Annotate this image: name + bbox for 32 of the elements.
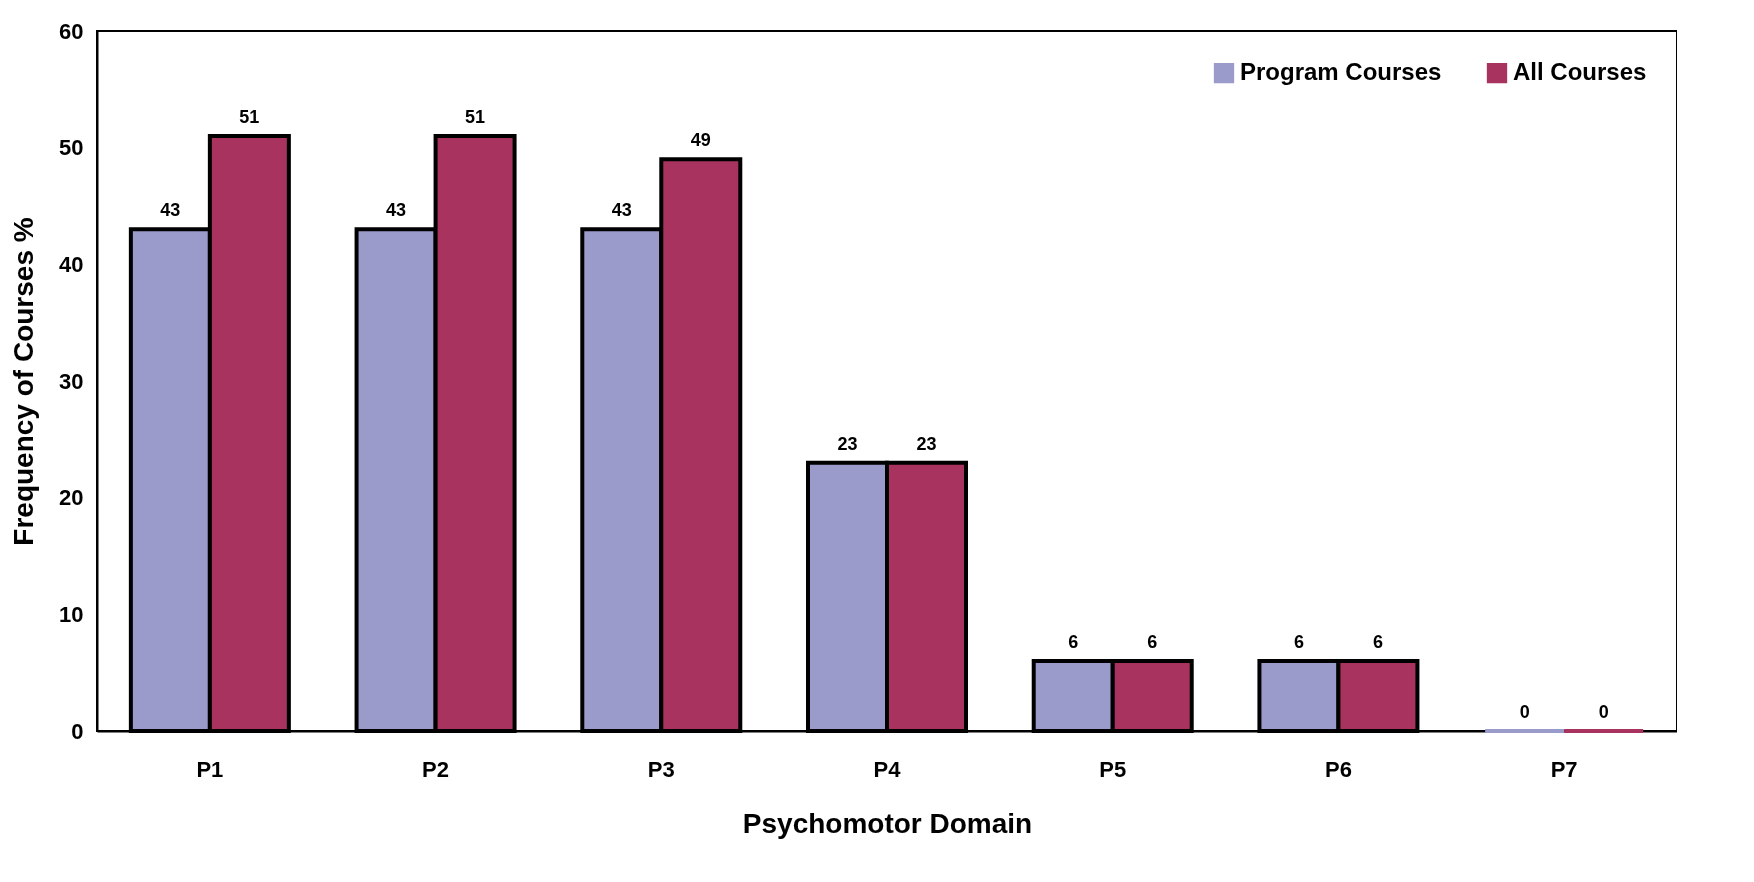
x-tick-label: P1	[196, 756, 224, 782]
y-tick-label: 40	[59, 251, 84, 277]
data-label: 23	[916, 433, 937, 454]
data-label: 51	[465, 107, 486, 127]
legend-label: All Courses	[1513, 58, 1647, 86]
y-tick-label: 20	[59, 485, 84, 511]
x-tick-label: P6	[1324, 756, 1352, 782]
data-label: 51	[239, 107, 260, 127]
data-label: 6	[1372, 632, 1383, 652]
data-label: 43	[160, 200, 181, 221]
data-label: 43	[611, 200, 632, 221]
y-tick-label: 10	[59, 601, 84, 627]
data-label: 0	[1519, 702, 1530, 722]
data-label: 6	[1068, 632, 1079, 652]
x-axis-title: Psychomotor Domain	[742, 807, 1033, 839]
y-tick-label: 60	[59, 18, 84, 44]
x-tick-label: P7	[1550, 756, 1578, 782]
data-label: 6	[1147, 632, 1158, 652]
x-tick-label: P4	[873, 756, 902, 782]
data-label: 0	[1598, 702, 1609, 722]
data-label: 6	[1293, 632, 1304, 652]
y-tick-label: 30	[59, 368, 84, 394]
x-tick-label: P5	[1099, 756, 1127, 782]
data-label: 23	[837, 433, 858, 454]
y-tick-label: 0	[71, 718, 84, 744]
legend-label: Program Courses	[1240, 58, 1442, 86]
x-tick-label: P2	[422, 756, 450, 782]
data-label: 43	[386, 200, 407, 221]
data-label: 49	[690, 130, 711, 151]
x-tick-label: P3	[647, 756, 675, 782]
y-axis-title: Frequency of Courses %	[8, 217, 40, 546]
y-tick-label: 50	[59, 135, 84, 161]
